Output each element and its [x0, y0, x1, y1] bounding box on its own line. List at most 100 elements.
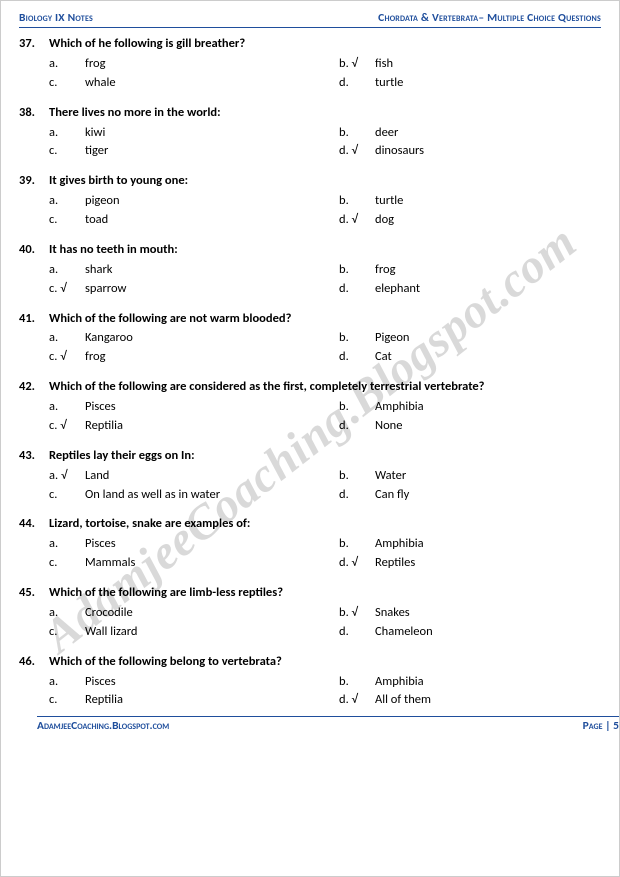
question-row: 43.Reptiles lay their eggs on In: [19, 448, 601, 465]
option: c. √Reptilia [49, 418, 339, 435]
option-label: c. [49, 75, 85, 92]
option-label: a. [49, 193, 85, 210]
options-grid: a.Piscesb.Amphibiac. √Reptiliad.None [19, 399, 601, 435]
option: c.toad [49, 212, 339, 229]
question-row: 45.Which of the following are limb-less … [19, 585, 601, 602]
question-number: 46. [19, 654, 49, 671]
options-grid: a.frogb. √fishc.whaled.turtle [19, 56, 601, 92]
option-text: Reptilia [85, 692, 339, 709]
question: 41.Which of the following are not warm b… [19, 311, 601, 367]
option-label: c. [49, 692, 85, 709]
question-number: 39. [19, 173, 49, 190]
option-text: frog [85, 349, 339, 366]
option: d.elephant [339, 281, 601, 298]
option-text: dinosaurs [375, 143, 601, 160]
option-text: Can fly [375, 487, 601, 504]
option-text: frog [375, 262, 601, 279]
option-label: d. [339, 487, 375, 504]
option-label: b. √ [339, 56, 375, 73]
option: a.shark [49, 262, 339, 279]
option-label: c. [49, 143, 85, 160]
option-text: On land as well as in water [85, 487, 339, 504]
option-label: b. [339, 536, 375, 553]
question-row: 41.Which of the following are not warm b… [19, 311, 601, 328]
questions-container: 37.Which of he following is gill breathe… [19, 36, 601, 709]
option: d.Can fly [339, 487, 601, 504]
options-grid: a.Kangaroob.Pigeon c. √frogd.Cat [19, 330, 601, 366]
question: 37.Which of he following is gill breathe… [19, 36, 601, 92]
option: a.Kangaroo [49, 330, 339, 347]
question-number: 44. [19, 516, 49, 533]
question: 38.There lives no more in the world:a.ki… [19, 105, 601, 161]
option: b. √fish [339, 56, 601, 73]
option-label: c. √ [49, 349, 85, 366]
option-label: d. √ [339, 555, 375, 572]
option-label: b. [339, 674, 375, 691]
options-grid: a.pigeonb.turtlec.toadd. √dog [19, 193, 601, 229]
question-text: Which of the following are limb-less rep… [49, 585, 601, 602]
option-text: Kangaroo [85, 330, 339, 347]
option: c.whale [49, 75, 339, 92]
option-text: Amphibia [375, 399, 601, 416]
question: 44.Lizard, tortoise, snake are examples … [19, 516, 601, 572]
option: b. √Snakes [339, 605, 601, 622]
option-text: shark [85, 262, 339, 279]
option-text: turtle [375, 193, 601, 210]
option-text: sparrow [85, 281, 339, 298]
question-number: 43. [19, 448, 49, 465]
option-label: a. [49, 56, 85, 73]
option-text: Amphibia [375, 536, 601, 553]
option-text: Cat [375, 349, 601, 366]
option-text: tiger [85, 143, 339, 160]
option: a.Pisces [49, 536, 339, 553]
option-text: Mammals [85, 555, 339, 572]
option-text: Pigeon [375, 330, 601, 347]
option-text: Pisces [85, 399, 339, 416]
question-row: 40.It has no teeth in mouth: [19, 242, 601, 259]
option-text: None [375, 418, 601, 435]
option: b.Amphibia [339, 399, 601, 416]
question-text: Reptiles lay their eggs on In: [49, 448, 601, 465]
option: c. √sparrow [49, 281, 339, 298]
option-text: elephant [375, 281, 601, 298]
question-text: Which of the following belong to vertebr… [49, 654, 601, 671]
option-label: c. [49, 624, 85, 641]
option: d. √dog [339, 212, 601, 229]
option-label: a. [49, 330, 85, 347]
option: d.turtle [339, 75, 601, 92]
question: 40.It has no teeth in mouth: a.sharkb.fro… [19, 242, 601, 298]
option-text: Land [85, 468, 339, 485]
header-left: Biology IX Notes [19, 11, 93, 25]
options-grid: a.Piscesb.Amphibia c.Mammalsd. √Reptiles [19, 536, 601, 572]
option-label: a. [49, 125, 85, 142]
option-label: a. [49, 399, 85, 416]
option-text: Reptilia [85, 418, 339, 435]
option: d. √dinosaurs [339, 143, 601, 160]
option-label: d. [339, 349, 375, 366]
option-text: All of them [375, 692, 601, 709]
option: b.Pigeon [339, 330, 601, 347]
option: c.Mammals [49, 555, 339, 572]
question-row: 38.There lives no more in the world: [19, 105, 601, 122]
question-text: Which of he following is gill breather? [49, 36, 601, 53]
option: c.Reptilia [49, 692, 339, 709]
options-grid: a. √Landb.Waterc.On land as well as in w… [19, 468, 601, 504]
option-text: Reptiles [375, 555, 601, 572]
page-header: Biology IX Notes Chordata & Vertebrata– … [19, 11, 601, 28]
footer-left: AdamjeeCoaching.Blogspot.com [37, 719, 169, 733]
question-row: 39.It gives birth to young one: [19, 173, 601, 190]
option-label: c. [49, 555, 85, 572]
option-label: d. [339, 281, 375, 298]
option-label: a. [49, 262, 85, 279]
option-label: d. [339, 75, 375, 92]
option-text: dog [375, 212, 601, 229]
option-label: b. [339, 262, 375, 279]
options-grid: a.sharkb.frog c. √sparrowd.elephant [19, 262, 601, 298]
option-label: c. √ [49, 281, 85, 298]
page: AdamjeeCoaching.Blogspot.com Biology IX … [0, 0, 620, 877]
option-text: fish [375, 56, 601, 73]
option-label: d. √ [339, 692, 375, 709]
question: 42.Which of the following are considered… [19, 379, 601, 435]
option-text: whale [85, 75, 339, 92]
option: d. √All of them [339, 692, 601, 709]
